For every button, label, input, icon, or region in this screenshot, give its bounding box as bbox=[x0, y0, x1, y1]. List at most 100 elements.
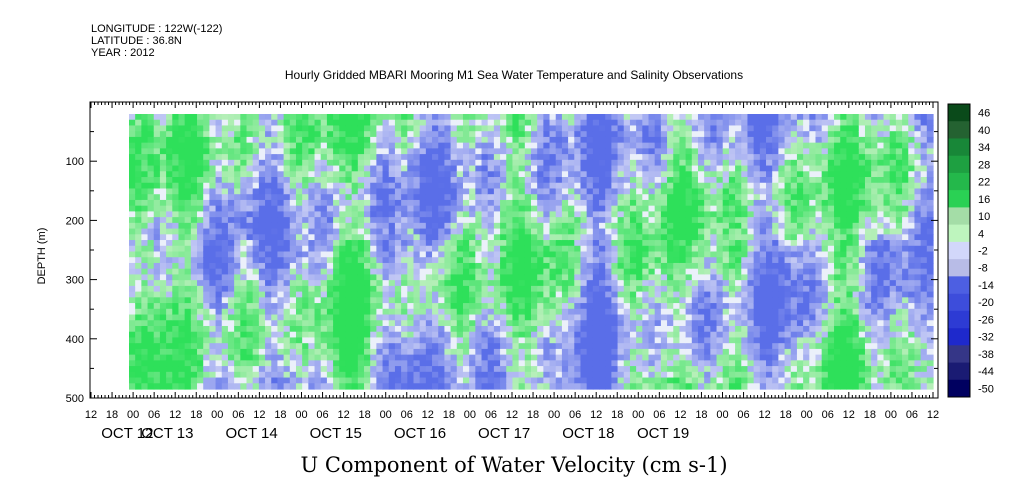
heatmap-cell bbox=[197, 366, 204, 373]
heatmap-cell bbox=[691, 234, 699, 241]
heatmap-cell bbox=[129, 377, 136, 384]
heatmap-cell bbox=[469, 331, 476, 339]
heatmap-cell bbox=[623, 354, 631, 361]
heatmap-cell bbox=[642, 262, 650, 270]
heatmap-cell bbox=[289, 125, 297, 132]
heatmap-cell bbox=[308, 177, 316, 184]
heatmap-cell bbox=[543, 245, 551, 253]
heatmap-cell bbox=[258, 371, 266, 379]
heatmap-cell bbox=[537, 234, 544, 241]
heatmap-cell bbox=[469, 240, 476, 247]
heatmap-cell bbox=[660, 274, 668, 281]
heatmap-cell bbox=[178, 308, 186, 316]
heatmap-cell bbox=[240, 119, 248, 127]
heatmap-cell bbox=[258, 125, 266, 132]
heatmap-cell bbox=[326, 125, 334, 132]
heatmap-cell bbox=[197, 354, 204, 361]
heatmap-cell bbox=[370, 360, 377, 367]
heatmap-cell bbox=[728, 245, 736, 253]
heatmap-cell bbox=[289, 360, 297, 367]
heatmap-cell bbox=[413, 268, 421, 276]
heatmap-cell bbox=[376, 211, 384, 218]
heatmap-cell bbox=[351, 325, 359, 333]
heatmap-cell bbox=[135, 262, 142, 270]
heatmap-cell bbox=[246, 125, 254, 132]
heatmap-cell bbox=[252, 337, 260, 344]
heatmap-cell bbox=[741, 245, 749, 253]
heatmap-cell bbox=[469, 320, 476, 327]
heatmap-cell bbox=[314, 119, 322, 127]
heatmap-cell bbox=[691, 274, 699, 281]
heatmap-cell bbox=[561, 325, 569, 333]
heatmap-cell bbox=[716, 119, 724, 127]
heatmap-cell bbox=[308, 125, 316, 132]
heatmap-cell bbox=[691, 257, 699, 264]
heatmap-cell bbox=[667, 245, 674, 253]
heatmap-cell bbox=[221, 114, 229, 121]
heatmap-cell bbox=[747, 131, 755, 138]
heatmap-cell bbox=[295, 280, 303, 287]
heatmap-cell bbox=[704, 337, 711, 344]
heatmap-cell bbox=[722, 274, 730, 281]
heatmap-cell bbox=[394, 136, 402, 144]
heatmap-cell bbox=[524, 377, 532, 384]
heatmap-cell bbox=[636, 354, 643, 361]
heatmap-cell bbox=[178, 240, 186, 247]
heatmap-cell bbox=[444, 245, 452, 253]
heatmap-cell bbox=[605, 188, 612, 195]
heatmap-cell bbox=[574, 125, 582, 132]
heatmap-cell bbox=[543, 377, 551, 384]
heatmap-cell bbox=[667, 136, 674, 144]
heatmap-cell bbox=[246, 119, 254, 127]
heatmap-cell bbox=[654, 114, 662, 121]
heatmap-cell bbox=[759, 314, 767, 321]
heatmap-cell bbox=[654, 194, 662, 201]
heatmap-cell bbox=[407, 348, 415, 356]
heatmap-cell bbox=[487, 360, 495, 367]
heatmap-cell bbox=[549, 325, 557, 333]
heatmap-cell bbox=[246, 348, 254, 356]
heatmap-cell bbox=[592, 114, 600, 121]
heatmap-cell bbox=[629, 217, 637, 224]
heatmap-cell bbox=[258, 148, 266, 155]
heatmap-cell bbox=[215, 274, 223, 281]
heatmap-cell bbox=[240, 194, 248, 201]
heatmap-cell bbox=[568, 366, 575, 373]
heatmap-cell bbox=[178, 320, 186, 327]
heatmap-cell bbox=[660, 148, 668, 155]
heatmap-cell bbox=[302, 114, 309, 121]
heatmap-cell bbox=[679, 308, 687, 316]
heatmap-cell bbox=[246, 285, 254, 293]
heatmap-cell bbox=[629, 257, 637, 264]
heatmap-cell bbox=[518, 154, 526, 161]
heatmap-cell bbox=[574, 354, 582, 361]
heatmap-cell bbox=[209, 119, 217, 127]
heatmap-cell bbox=[531, 308, 538, 316]
heatmap-cell bbox=[234, 142, 241, 149]
heatmap-cell bbox=[543, 262, 551, 270]
heatmap-cell bbox=[580, 222, 588, 230]
heatmap-cell bbox=[438, 348, 446, 356]
heatmap-cell bbox=[623, 234, 631, 241]
heatmap-cell bbox=[561, 222, 569, 230]
heatmap-cell bbox=[246, 171, 254, 178]
heatmap-cell bbox=[660, 159, 668, 167]
heatmap-cell bbox=[364, 154, 371, 161]
heatmap-cell bbox=[741, 325, 749, 333]
heatmap-cell bbox=[667, 320, 674, 327]
heatmap-cell bbox=[345, 280, 353, 287]
heatmap-cell bbox=[462, 354, 470, 361]
heatmap-cell bbox=[759, 125, 767, 132]
heatmap-cell bbox=[153, 291, 161, 298]
heatmap-cell bbox=[648, 297, 656, 304]
heatmap-cell bbox=[704, 171, 711, 178]
heatmap-cell bbox=[333, 159, 340, 167]
heatmap-cell bbox=[469, 337, 476, 344]
heatmap-cell bbox=[345, 131, 353, 138]
heatmap-cell bbox=[660, 251, 668, 258]
heatmap-cell bbox=[617, 188, 625, 195]
heatmap-cell bbox=[444, 337, 452, 344]
heatmap-cell bbox=[561, 280, 569, 287]
heatmap-cell bbox=[574, 348, 582, 356]
heatmap-cell bbox=[747, 325, 755, 333]
